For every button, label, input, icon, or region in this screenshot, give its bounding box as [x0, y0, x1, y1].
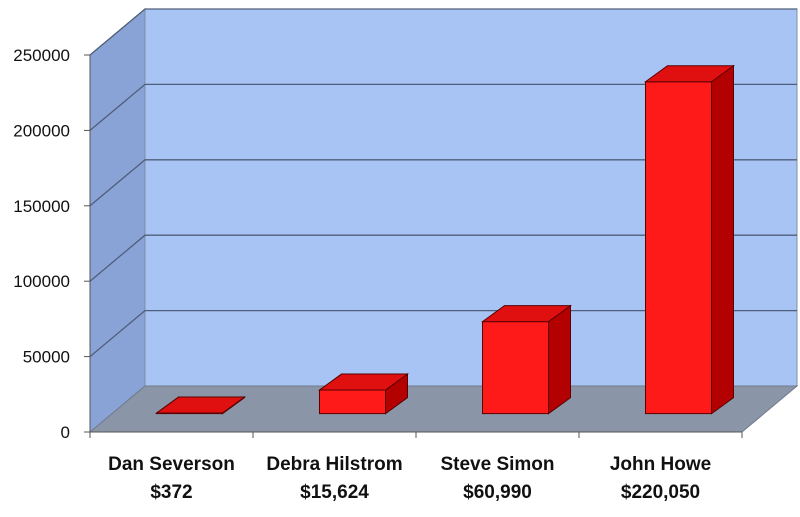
bar-front-3: [645, 81, 712, 415]
bar-side-2: [548, 304, 571, 415]
gridlines: [89, 8, 797, 358]
chart-walls: [88, 7, 799, 434]
bar-0: [154, 396, 247, 415]
bar-2: [480, 304, 573, 415]
bars: [154, 64, 736, 415]
value-label-2: $60,990: [463, 482, 532, 503]
y-tick-label-0: 0: [61, 423, 70, 442]
bar-top-1: [317, 373, 410, 391]
y-tick-label-2: 100000: [13, 272, 70, 291]
y-tick-label-1: 50000: [23, 348, 70, 367]
gridline-5: [89, 8, 797, 56]
x-axis: Dan Severson $372 Debra Hilstrom $15,624 Ste…: [89, 431, 743, 503]
value-label-0: $372: [150, 482, 192, 503]
category-label-1: Debra Hilstrom: [266, 454, 402, 475]
value-label-3: $220,050: [621, 482, 700, 503]
bar-top-3: [643, 65, 736, 83]
bar-3: [643, 64, 736, 415]
y-tick-label-3: 150000: [13, 197, 70, 216]
y-tick-label-4: 200000: [13, 121, 70, 140]
bar-side-3: [711, 64, 734, 415]
y-tick-label-5: 250000: [13, 46, 70, 65]
side-wall: [89, 7, 146, 434]
category-label-0: Dan Severson: [108, 454, 235, 475]
category-label-2: Steve Simon: [440, 454, 554, 475]
bar-front-2: [482, 321, 549, 415]
bar-1: [317, 373, 410, 415]
gridline-4: [89, 83, 797, 131]
value-label-1: $15,624: [300, 482, 369, 503]
category-label-3: John Howe: [610, 454, 711, 475]
gridline-2: [89, 234, 797, 282]
bar-front-1: [319, 389, 386, 415]
bar-top-2: [480, 305, 573, 323]
y-axis: 0 50000 100000 150000 200000 250000: [13, 46, 91, 442]
gridline-3: [89, 159, 797, 207]
bar-top-0: [154, 396, 247, 414]
gridline-1: [89, 309, 797, 358]
